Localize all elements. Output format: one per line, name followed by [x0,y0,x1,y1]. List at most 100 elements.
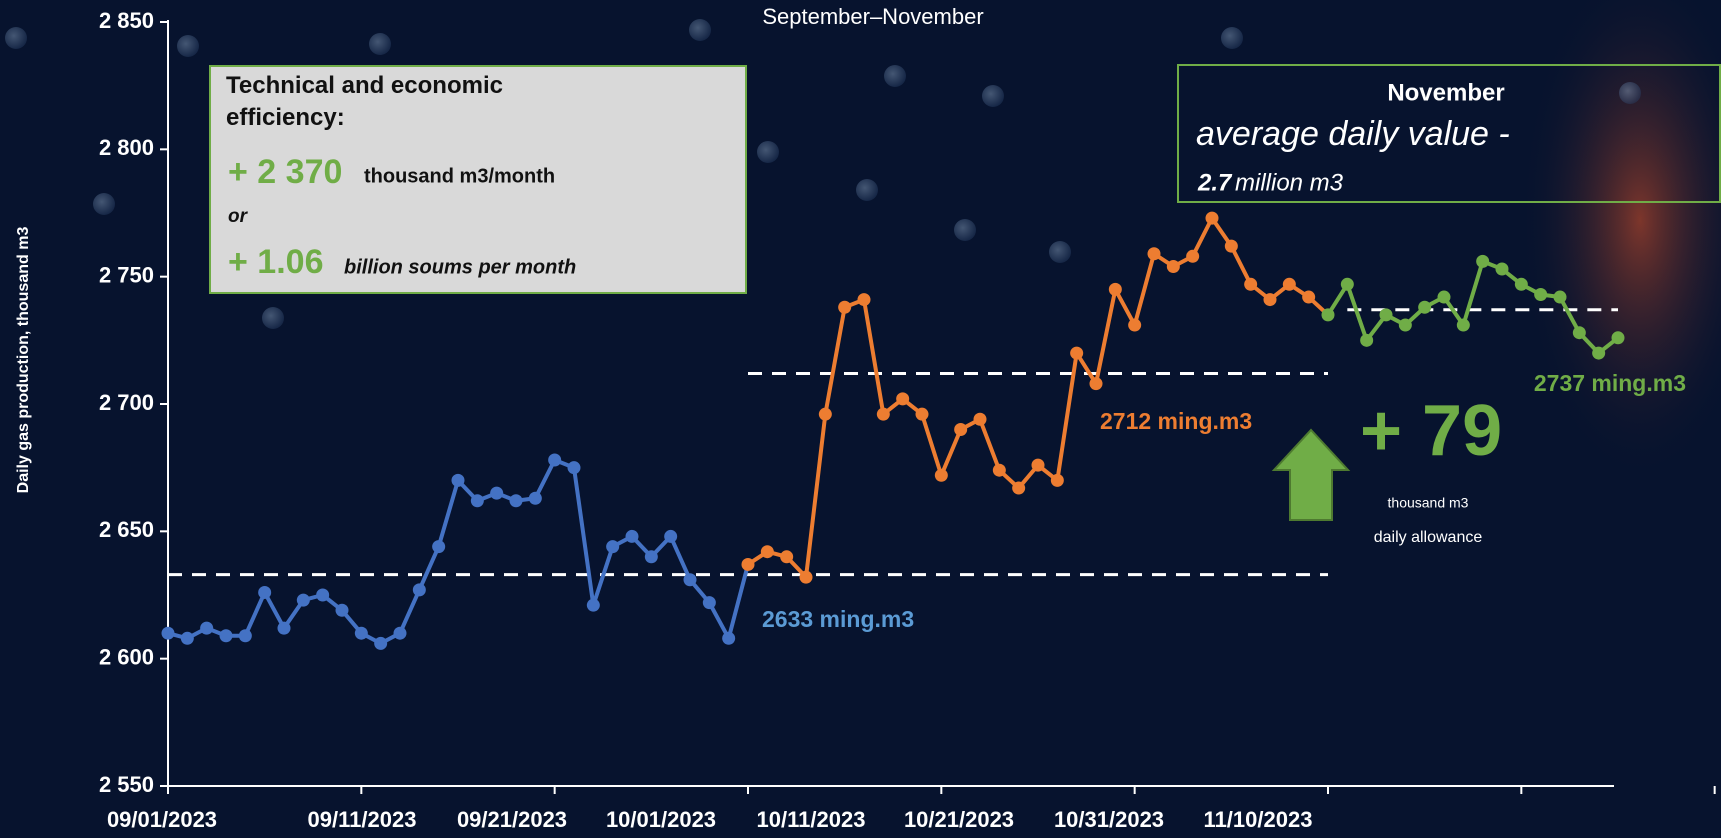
reference-label: 2712 ming.m3 [1100,408,1252,434]
point [702,596,716,610]
point [1050,473,1064,487]
point [876,407,890,421]
point [432,540,446,554]
unit2: billion soums per month [344,256,576,278]
connector [726,563,750,639]
x-tick-label: 09/11/2023 [308,807,417,832]
x-tick-label: 10/31/2023 [1054,807,1164,832]
point [509,494,523,508]
point [412,583,426,597]
point [838,300,852,314]
subtitle: September–November [762,4,983,29]
point [1340,277,1354,291]
point [1147,247,1161,261]
point [664,529,678,543]
point [1553,290,1567,304]
box [1177,64,1721,203]
point [374,636,388,650]
point [258,585,272,599]
point [625,529,639,543]
point [470,494,484,508]
glow [1520,0,1721,480]
point [296,593,310,607]
point [316,588,330,602]
box-title: November [1387,79,1504,106]
point [1089,377,1103,391]
point [200,621,214,635]
point [1224,239,1238,253]
box [209,65,747,294]
point [451,473,465,487]
point [896,392,910,406]
value1: + 2 370 [228,153,342,191]
reference-label: 2737 ming.m3 [1534,370,1686,396]
box-title: Technical and economic efficiency: [226,72,503,131]
point [644,550,658,564]
efficiency-box: Technical and economic efficiency: + 2 3… [209,65,747,294]
point [954,422,968,436]
increase-unit: thousand m3 [1388,495,1469,511]
y-tick-label: 2 550 [99,772,154,797]
point [528,491,542,505]
point [1031,458,1045,472]
x-tick-label: 09/01/2023 [107,807,217,832]
point [741,557,755,571]
point [780,550,794,564]
point [567,461,581,475]
box-unit: million m3 [1235,169,1344,196]
increase: + 79 thousand m3 daily allowance [1271,391,1502,546]
or: or [228,206,249,227]
point [722,631,736,645]
series-line [1326,259,1620,356]
point [1166,259,1180,273]
value2: + 1.06 [228,243,323,281]
y-tick-label: 2 600 [99,644,154,669]
increase-note: daily allowance [1374,529,1483,546]
point [915,407,929,421]
y-axis-label: Daily gas production, thousand m3 [15,227,32,494]
point [1128,318,1142,332]
point [354,626,368,640]
point [1012,481,1026,495]
point [180,631,194,645]
point [1321,308,1335,322]
point [1282,277,1296,291]
increase-value: + 79 [1360,391,1502,471]
point [1476,254,1490,268]
point [973,412,987,426]
x-tick-label: 10/01/2023 [606,807,716,832]
point [1514,277,1528,291]
box-value: 2.7 [1197,169,1233,196]
point [818,407,832,421]
y-tick-label: 2 650 [99,517,154,542]
point [1398,318,1412,332]
point [1495,262,1509,276]
point [161,626,175,640]
y-tick-label: 2 800 [99,135,154,160]
y-tick-label: 2 750 [99,262,154,287]
point [992,463,1006,477]
point [1592,346,1606,360]
box-text: average daily value - [1196,115,1510,153]
x-tick-label: 11/10/2023 [1204,807,1313,832]
point [1360,333,1374,347]
point [277,621,291,635]
arrow [1271,428,1351,521]
point [606,540,620,554]
y-tick-label: 2 850 [99,8,154,33]
point [238,629,252,643]
point [1108,282,1122,296]
y-tick-label: 2 700 [99,390,154,415]
point [934,468,948,482]
point [548,453,562,467]
point [799,570,813,584]
point [1263,293,1277,307]
point [760,545,774,559]
point [335,603,349,617]
point [1456,318,1470,332]
point [1186,249,1200,263]
point [1572,326,1586,340]
point [1611,331,1625,345]
